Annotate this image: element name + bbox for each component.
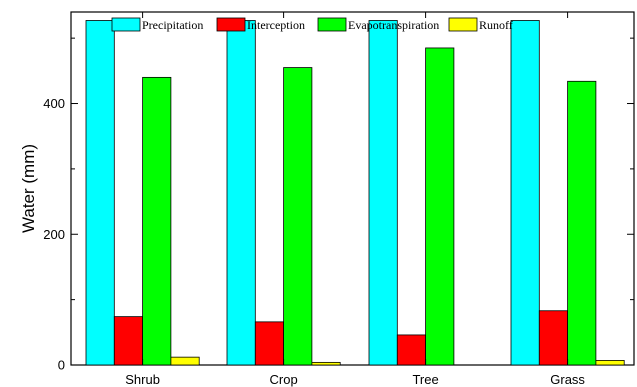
legend: Precipitation Interception Evapotranspirat… xyxy=(111,17,513,32)
y-tick-label: 0 xyxy=(58,358,65,373)
legend-swatch-evapotranspiration xyxy=(317,17,347,32)
bar-precipitation-tree xyxy=(368,20,398,366)
bar-runoff-shrub xyxy=(170,356,200,366)
x-tick-label-crop: Crop xyxy=(270,372,298,387)
y-tick-label: 400 xyxy=(43,96,65,111)
bar-interception-crop xyxy=(254,321,285,366)
x-tick-label-tree: Tree xyxy=(412,372,438,387)
bar-precipitation-grass xyxy=(510,20,540,366)
bar-interception-grass xyxy=(538,310,568,366)
bar-interception-shrub xyxy=(113,316,144,366)
bar-interception-tree xyxy=(396,334,426,366)
bar-runoff-grass xyxy=(595,360,625,366)
x-tick-label-shrub: Shrub xyxy=(125,372,160,387)
plot-frame xyxy=(70,11,635,366)
x-axis-ticks: Shrub Crop Tree Grass xyxy=(125,12,585,387)
bar-evapotranspiration-grass xyxy=(567,80,597,366)
bar-evapotranspiration-tree xyxy=(425,47,455,366)
legend-label-interception: Interception xyxy=(247,18,305,32)
plot-area xyxy=(70,11,635,366)
y-tick-label: 200 xyxy=(43,227,65,242)
bar-precipitation-shrub xyxy=(85,20,115,366)
legend-swatch-precipitation xyxy=(111,17,141,32)
legend-label-precipitation: Precipitation xyxy=(142,18,203,32)
legend-label-evapotranspiration: Evapotranspiration xyxy=(348,18,439,32)
bar-precipitation-crop xyxy=(226,20,256,366)
bar-runoff-crop xyxy=(311,361,341,366)
bar-evapotranspiration-shrub xyxy=(142,76,172,366)
bar-evapotranspiration-crop xyxy=(283,67,313,366)
legend-swatch-interception xyxy=(216,17,246,32)
y-axis-ticks: 0 200 400 xyxy=(43,37,634,373)
x-tick-label-grass: Grass xyxy=(550,372,585,387)
y-axis-title: Water (mm) xyxy=(19,144,38,233)
bars xyxy=(85,20,625,366)
legend-label-runoff: Runoff xyxy=(479,18,513,32)
legend-swatch-runoff xyxy=(448,17,478,32)
